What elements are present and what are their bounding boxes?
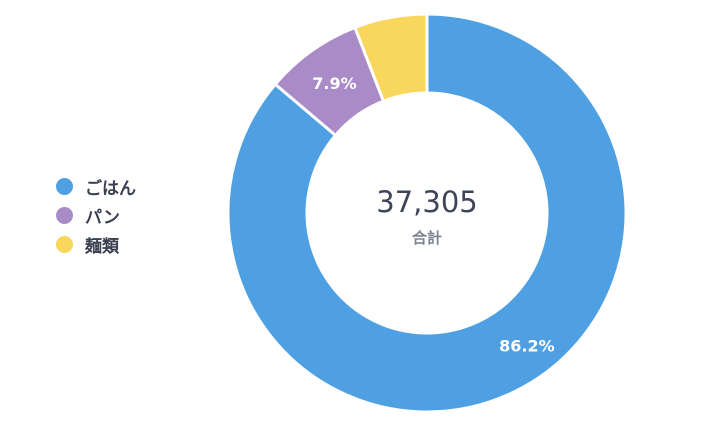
- legend-label-menrui: 麺類: [85, 237, 119, 257]
- legend-label-gohan: ごはん: [85, 179, 136, 199]
- slice-menrui[interactable]: [353, 12, 429, 103]
- legend-label-pan: パン: [85, 208, 120, 228]
- center-total-value: 37,305: [376, 185, 477, 219]
- slice-gohan[interactable]: [226, 12, 628, 414]
- donut-slices: [226, 12, 628, 414]
- center-total-label: 合計: [411, 229, 442, 247]
- legend-item-menrui[interactable]: 麺類: [56, 230, 136, 259]
- legend-item-gohan[interactable]: ごはん: [56, 172, 136, 201]
- legend-item-pan[interactable]: パン: [56, 201, 136, 230]
- donut-slice-labels: 86.2% 7.9%: [312, 74, 554, 355]
- legend-swatch-gohan: [56, 178, 73, 195]
- slice-gohan-label: 86.2%: [499, 337, 555, 356]
- slice-pan-label: 7.9%: [312, 74, 356, 93]
- legend-swatch-pan: [56, 207, 73, 224]
- legend-swatch-menrui: [56, 236, 73, 253]
- legend: ごはん パン 麺類: [56, 172, 136, 259]
